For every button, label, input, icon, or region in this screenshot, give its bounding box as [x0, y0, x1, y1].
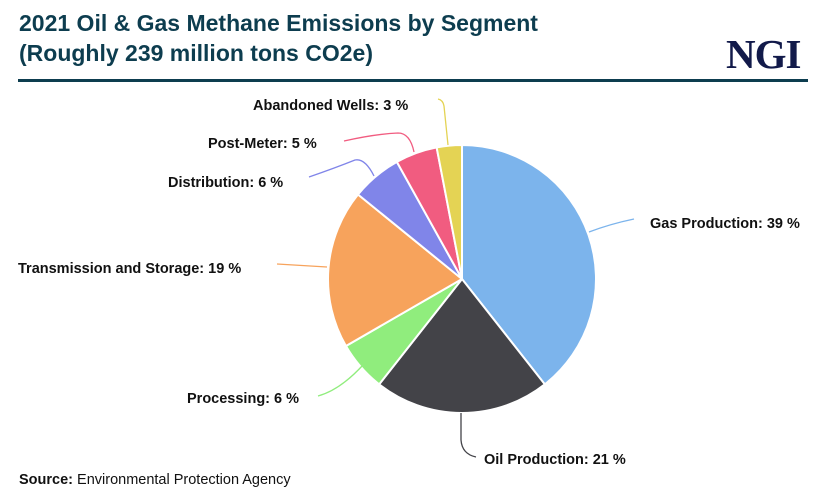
leader-processing	[317, 364, 364, 397]
pie-slice-abandoned-wells	[435, 144, 463, 280]
label-distribution: Distribution: 6 %	[168, 175, 283, 191]
chart-subtitle: (Roughly 239 million tons CO2e)	[19, 40, 373, 66]
source-value: Environmental Protection Agency	[77, 472, 291, 488]
pie-slice-oil-production	[378, 278, 546, 414]
leader-lines	[276, 98, 635, 458]
label-gas-production: Gas Production: 39 %	[650, 216, 800, 232]
leader-distribution	[308, 159, 375, 178]
ngi-logo: NGI	[726, 31, 801, 77]
source-note: Source: Environmental Protection Agency	[19, 472, 291, 488]
label-post-meter: Post-Meter: 5 %	[208, 136, 317, 152]
leader-gas-production	[588, 218, 635, 233]
chart-title: 2021 Oil & Gas Methane Emissions by Segm…	[19, 8, 538, 68]
leader-oil-production	[460, 413, 477, 458]
label-abandoned-wells: Abandoned Wells: 3 %	[253, 98, 408, 114]
pie-slice-gas-production	[461, 144, 597, 386]
pie-slices	[327, 144, 597, 414]
label-transmission-storage: Transmission and Storage: 19 %	[18, 261, 241, 277]
title-divider	[18, 79, 808, 82]
pie-slice-transmission-and-storage	[327, 193, 463, 347]
leader-abandoned-wells	[437, 98, 449, 146]
chart-title-line1: 2021 Oil & Gas Methane Emissions by Segm…	[19, 10, 538, 36]
label-oil-production: Oil Production: 21 %	[484, 452, 626, 468]
label-processing: Processing: 6 %	[187, 391, 299, 407]
leader-post-meter	[343, 132, 415, 153]
source-label: Source:	[19, 472, 73, 488]
leader-transmission-storage	[276, 263, 328, 268]
